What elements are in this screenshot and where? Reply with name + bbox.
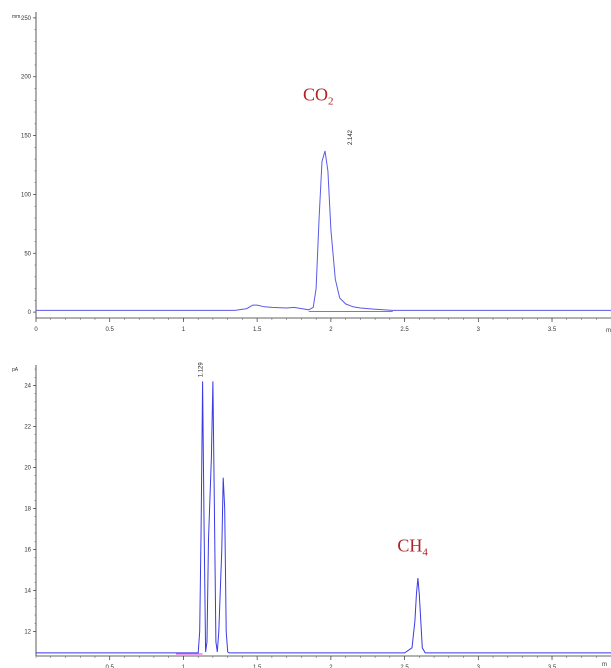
- bottom-x-tick-label: 3: [477, 665, 481, 668]
- top-compound-label: CO2: [303, 84, 334, 107]
- top-compound-subscript: 2: [328, 95, 334, 107]
- top-x-tick-label: 0: [34, 327, 38, 333]
- top-x-tick-label: 1.5: [253, 327, 262, 333]
- top-x-tick-label: 1: [182, 327, 186, 333]
- bottom-x-end-label: m: [602, 662, 607, 668]
- top-compound-base: CO: [303, 84, 328, 104]
- bottom-x-tick-label: 1: [182, 665, 186, 668]
- bottom-y-tick-label: 22: [24, 424, 31, 430]
- top-x-end-label: m: [606, 328, 611, 334]
- bottom-compound-subscript: 4: [422, 546, 428, 558]
- top-y-tick-label: 50: [24, 251, 31, 257]
- top-y-ticks: 0 50 100 150 200 250: [21, 16, 36, 316]
- top-x-tick-label: 2: [329, 327, 333, 333]
- top-y-tick-label: 250: [21, 16, 32, 22]
- top-chromatogram-panel: 0 50 100 150 200 250 0 0.5 1 1.5 2 2.5 3 3.5 mm. m 2…: [12, 12, 611, 334]
- top-x-tick-label: 2.5: [400, 327, 409, 333]
- bottom-x-tick-label: 2.5: [400, 665, 409, 668]
- bottom-x-ticks: 0.5 1 1.5 2 2.5 3 3.5: [35, 656, 597, 668]
- bottom-x-tick-label: 1.5: [253, 665, 262, 668]
- top-x-tick-label: 3.5: [548, 327, 557, 333]
- bottom-y-tick-label: 12: [24, 629, 31, 635]
- bottom-compound-label: CH4: [397, 535, 428, 558]
- bottom-signal-trace: [36, 381, 611, 654]
- bottom-y-tick-label: 20: [24, 465, 31, 471]
- bottom-y-tick-label: 16: [24, 547, 31, 553]
- top-peak-retention-label: 2.142: [348, 129, 354, 145]
- top-y-tick-label: 200: [21, 75, 32, 81]
- top-x-tick-label: 0.5: [106, 327, 115, 333]
- top-signal-trace: [36, 150, 611, 311]
- bottom-compound-base: CH: [397, 535, 422, 555]
- bottom-chromatogram-panel: 12 14 16 18 20 22 24 0.5 1 1.5 2 2.5 3 3.5 pA m 1.12…: [12, 362, 611, 668]
- bottom-x-tick-label: 2: [329, 665, 333, 668]
- top-y-tick-label: 100: [21, 192, 32, 198]
- top-x-ticks: 0 0.5 1 1.5 2 2.5 3 3.5: [34, 318, 597, 333]
- bottom-x-tick-label: 3.5: [548, 665, 557, 668]
- top-y-tick-label: 0: [28, 310, 32, 316]
- bottom-y-unit-label: pA: [12, 367, 19, 373]
- top-y-tick-label: 150: [21, 134, 32, 140]
- top-y-unit-label: mm.: [12, 14, 22, 20]
- top-x-tick-label: 3: [477, 327, 481, 333]
- bottom-y-ticks: 12 14 16 18 20 22 24: [24, 368, 36, 635]
- bottom-y-tick-label: 24: [24, 383, 31, 389]
- bottom-y-tick-label: 14: [24, 588, 31, 594]
- bottom-x-tick-label: 0.5: [106, 665, 115, 668]
- bottom-y-tick-label: 18: [24, 506, 31, 512]
- bottom-peak-retention-label: 1.129: [198, 362, 204, 378]
